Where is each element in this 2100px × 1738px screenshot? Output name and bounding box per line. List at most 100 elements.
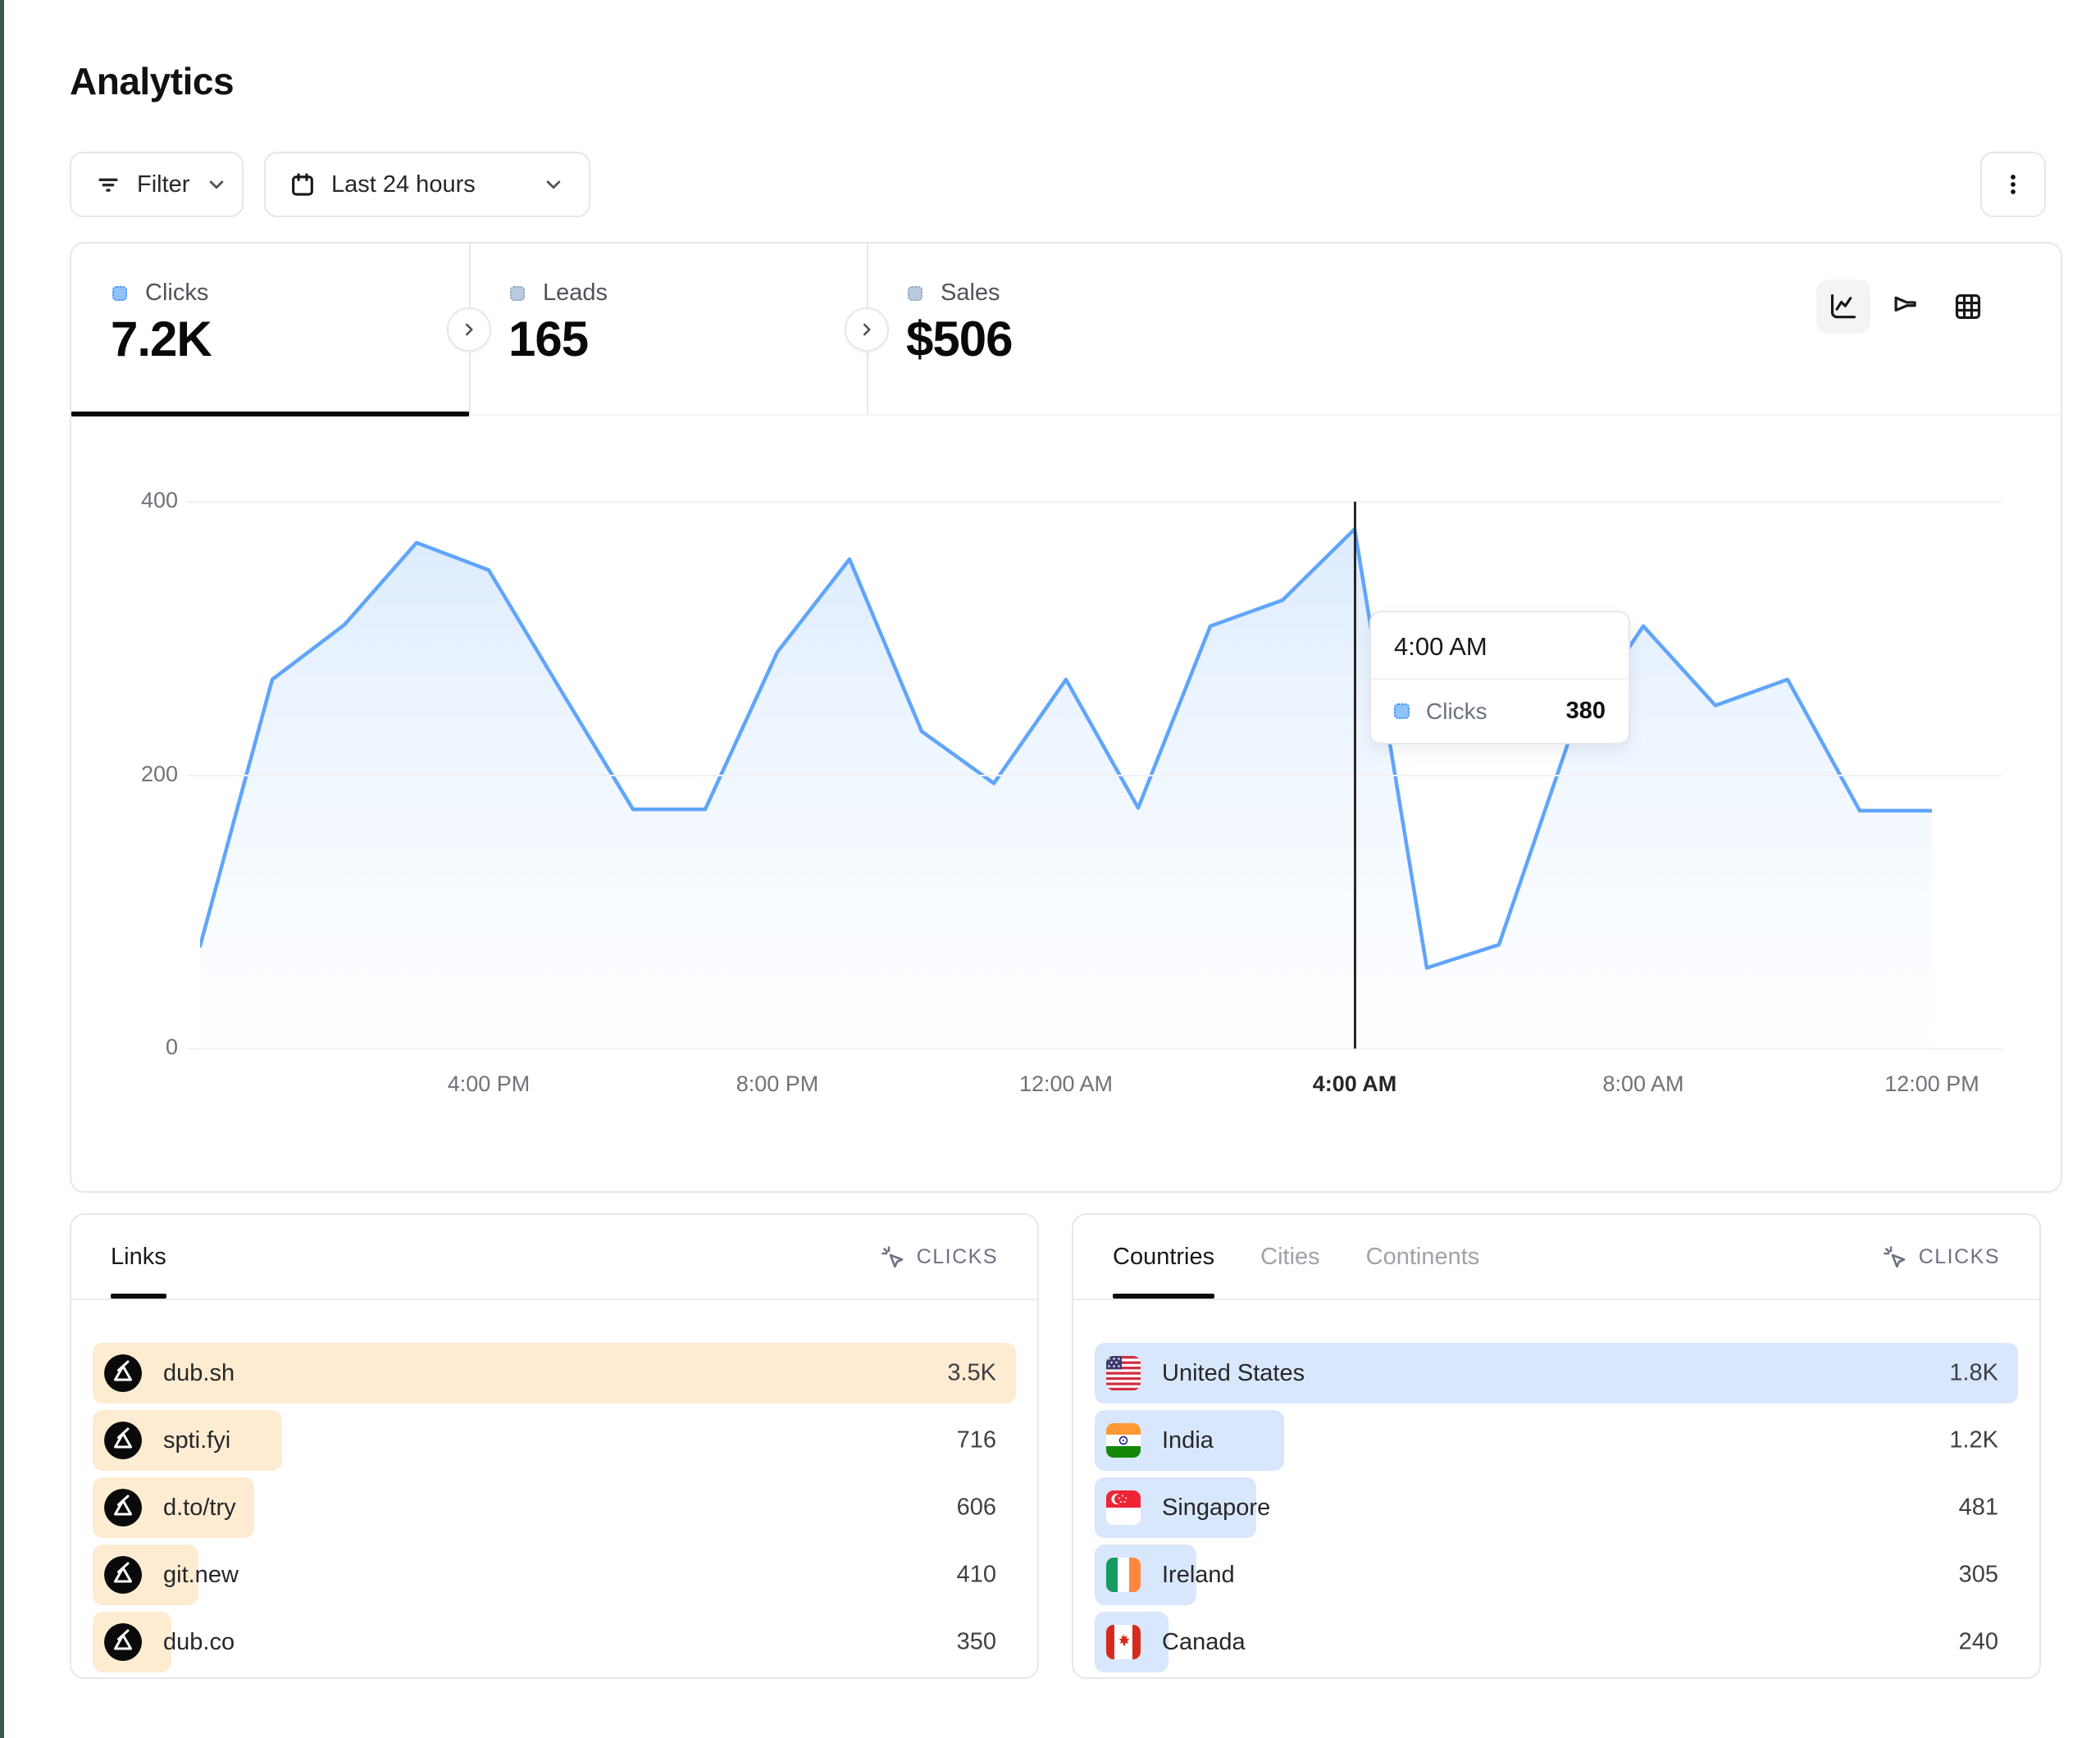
x-axis-tick-label: 4:00 PM bbox=[447, 1071, 531, 1096]
list-item-value: 1.8K bbox=[1949, 1359, 1998, 1386]
list-item-value: 606 bbox=[956, 1494, 996, 1521]
list-item-label: India bbox=[1162, 1426, 1214, 1454]
list-item-value: 410 bbox=[956, 1561, 996, 1588]
sg-flag-icon bbox=[1106, 1490, 1141, 1525]
chevron-right-icon bbox=[863, 323, 871, 336]
countries-panel: Countries Cities Continents CLICKS Unite… bbox=[1072, 1213, 2041, 1679]
list-item-label: Canada bbox=[1162, 1628, 1246, 1655]
cursor-click-icon bbox=[1883, 1246, 1905, 1268]
chart-crosshair bbox=[1353, 502, 1356, 1049]
tabs-bottom-border bbox=[469, 414, 2061, 416]
analytics-card: Clicks 7.2K Leads 165 Sales $506 bbox=[70, 242, 2062, 1193]
list-item[interactable]: India 1.2K bbox=[1095, 1410, 2018, 1471]
y-gridline bbox=[186, 774, 2002, 776]
list-item-value: 481 bbox=[1958, 1494, 1998, 1521]
list-item-label: git.new bbox=[163, 1561, 239, 1588]
links-metric-header: CLICKS bbox=[879, 1244, 998, 1270]
line-chart-view-button[interactable] bbox=[1816, 280, 1870, 334]
clicks-legend-swatch bbox=[112, 285, 127, 301]
list-item-value: 350 bbox=[956, 1628, 996, 1655]
chevron-right-icon bbox=[465, 323, 473, 336]
list-item-label: spti.fyi bbox=[163, 1426, 231, 1454]
chart-tooltip: 4:00 AM Clicks 380 bbox=[1369, 611, 1630, 744]
ca-flag-icon bbox=[1106, 1625, 1141, 1659]
list-item[interactable]: spti.fyi 716 bbox=[93, 1410, 1016, 1471]
tab-links[interactable]: Links bbox=[111, 1243, 166, 1299]
tab-continents[interactable]: Continents bbox=[1365, 1243, 1480, 1270]
cursor-click-icon bbox=[881, 1246, 903, 1268]
table-view-button[interactable] bbox=[1941, 280, 1995, 334]
countries-metric-header: CLICKS bbox=[1881, 1244, 2000, 1270]
tab-cities[interactable]: Cities bbox=[1260, 1243, 1320, 1270]
dub-logo-icon bbox=[104, 1354, 142, 1392]
sales-legend-swatch bbox=[908, 285, 922, 301]
x-axis-tick-label: 8:00 PM bbox=[736, 1071, 819, 1096]
x-axis-tick-label: 8:00 AM bbox=[1602, 1071, 1684, 1096]
tooltip-time: 4:00 AM bbox=[1371, 612, 1629, 680]
list-item[interactable]: dub.sh 3.5K bbox=[93, 1343, 1016, 1404]
funnel-chart-icon bbox=[1894, 296, 1916, 312]
list-item-label: dub.sh bbox=[163, 1359, 235, 1386]
list-item[interactable]: Ireland 305 bbox=[1095, 1545, 2018, 1605]
funnel-view-button[interactable] bbox=[1879, 280, 1933, 334]
page-title: Analytics bbox=[70, 60, 235, 102]
chevron-down-icon bbox=[204, 172, 229, 197]
x-axis-tick-label: 12:00 AM bbox=[1018, 1071, 1114, 1096]
tab-clicks[interactable]: Clicks 7.2K bbox=[71, 243, 469, 416]
chart-line bbox=[200, 527, 1932, 970]
list-item-label: Ireland bbox=[1162, 1561, 1235, 1588]
tooltip-metric-label: Clicks bbox=[1426, 698, 1487, 724]
list-item-value: 240 bbox=[1958, 1628, 1998, 1655]
filter-lines-icon bbox=[94, 171, 122, 198]
y-axis-tick-label: 400 bbox=[140, 488, 178, 512]
y-axis-tick-label: 200 bbox=[140, 761, 178, 786]
metric-label: Leads bbox=[543, 280, 608, 306]
metric-value: 7.2K bbox=[111, 312, 212, 366]
more-options-button[interactable] bbox=[1980, 152, 2046, 217]
chart-area-fill bbox=[200, 529, 1932, 1049]
calendar-icon bbox=[289, 171, 317, 198]
list-item-value: 716 bbox=[956, 1426, 996, 1454]
in-flag-icon bbox=[1106, 1423, 1141, 1458]
window-edge-accent bbox=[0, 0, 4, 1738]
line-chart-icon bbox=[1830, 293, 1856, 319]
us-flag-icon bbox=[1106, 1356, 1141, 1390]
list-item[interactable]: d.to/try 606 bbox=[93, 1477, 1016, 1538]
tab-countries[interactable]: Countries bbox=[1113, 1243, 1215, 1299]
list-item-value: 3.5K bbox=[947, 1359, 996, 1386]
filter-button[interactable]: Filter bbox=[70, 152, 244, 217]
list-item-value: 1.2K bbox=[1949, 1426, 1998, 1454]
tab-sales[interactable]: Sales $506 bbox=[867, 243, 1264, 416]
y-gridline bbox=[186, 1048, 2002, 1049]
tooltip-legend-swatch bbox=[1394, 703, 1410, 719]
value-bar bbox=[93, 1343, 1016, 1404]
dub-logo-icon bbox=[104, 1623, 142, 1661]
filter-button-label: Filter bbox=[137, 171, 190, 198]
y-axis-tick-label: 0 bbox=[165, 1035, 178, 1059]
list-item-value: 305 bbox=[1958, 1561, 1998, 1588]
dub-logo-icon bbox=[104, 1556, 142, 1594]
metric-value: 165 bbox=[508, 312, 589, 366]
x-axis-tick-label: 4:00 AM bbox=[1312, 1071, 1397, 1096]
list-item[interactable]: United States 1.8K bbox=[1095, 1343, 2018, 1404]
table-icon bbox=[1955, 293, 1981, 320]
links-panel-header: Links CLICKS bbox=[71, 1215, 1037, 1300]
expand-clicks-leads-button[interactable] bbox=[447, 307, 491, 352]
metric-label: Clicks bbox=[145, 280, 209, 306]
dub-logo-icon bbox=[104, 1422, 142, 1459]
leads-legend-swatch bbox=[510, 285, 525, 301]
date-range-button[interactable]: Last 24 hours bbox=[264, 152, 590, 217]
list-item[interactable]: git.new 410 bbox=[93, 1545, 1016, 1605]
list-item[interactable]: Singapore 481 bbox=[1095, 1477, 2018, 1538]
list-item[interactable]: Canada 240 bbox=[1095, 1612, 2018, 1672]
list-item[interactable]: dub.co 350 bbox=[93, 1612, 1016, 1672]
expand-leads-sales-button[interactable] bbox=[845, 307, 889, 352]
tab-leads[interactable]: Leads 165 bbox=[469, 243, 867, 416]
metric-label: Sales bbox=[941, 280, 1000, 306]
tooltip-metric-value: 380 bbox=[1565, 698, 1606, 724]
y-gridline bbox=[186, 501, 2002, 503]
chevron-down-icon bbox=[541, 172, 566, 197]
x-axis-tick-label: 12:00 PM bbox=[1884, 1071, 1979, 1096]
value-bar bbox=[1095, 1343, 2018, 1404]
kebab-menu-icon bbox=[1998, 170, 2028, 199]
